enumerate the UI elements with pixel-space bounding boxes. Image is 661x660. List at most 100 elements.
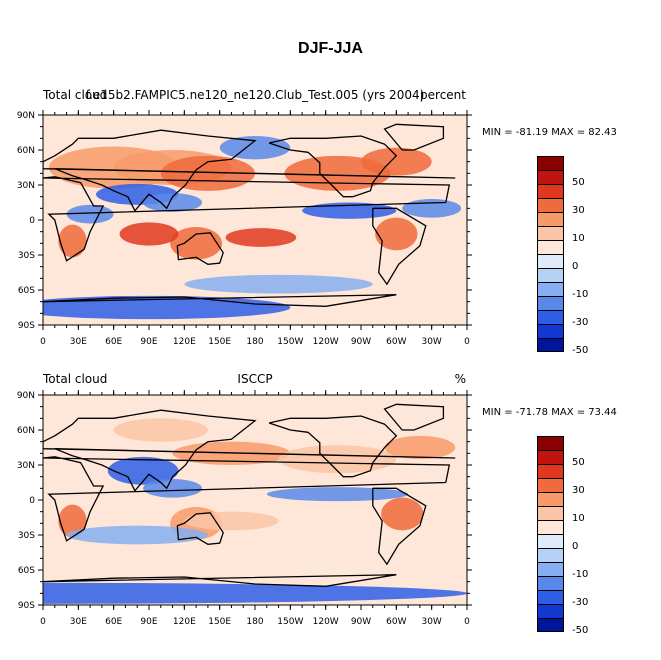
max-label: MAX = 82.43 xyxy=(551,127,617,138)
y-tick-label: 90N xyxy=(17,391,35,401)
x-tick-label: 180 xyxy=(246,337,263,347)
colorbar xyxy=(537,156,564,352)
x-tick-label: 30W xyxy=(421,337,441,347)
colorbar-label: -10 xyxy=(572,569,589,580)
x-tick-label: 90E xyxy=(140,617,157,627)
anomaly-region xyxy=(119,222,179,246)
coastline xyxy=(372,207,427,286)
anomaly-region xyxy=(66,204,114,224)
x-tick-label: 150W xyxy=(277,617,303,627)
y-tick-label: 60S xyxy=(18,286,35,296)
anomaly-region xyxy=(143,193,202,212)
map-plot: 0 30E 60E 90E 120E 150E 180 150W 120W 90W 60W 30W 09… xyxy=(17,110,472,347)
y-tick-label: 90S xyxy=(18,601,35,611)
y-tick-label: 90N xyxy=(17,111,35,121)
y-tick-label: 30S xyxy=(18,531,35,541)
y-tick-label: 90S xyxy=(18,321,35,331)
x-tick-label: 120W xyxy=(313,617,339,627)
colorbar-swatch xyxy=(537,548,564,562)
colorbar-swatch xyxy=(537,268,564,282)
map-plot: 0 30E 60E 90E 120E 150E 180 150W 120W 90W 60W 30W 09… xyxy=(17,390,472,627)
colorbar-swatch xyxy=(537,450,564,464)
anomaly-region xyxy=(184,274,373,294)
anomaly-region xyxy=(107,456,179,485)
anomaly-region xyxy=(225,228,297,247)
coastline xyxy=(43,456,451,542)
colorbar-swatch xyxy=(537,590,564,604)
anomaly-region xyxy=(402,199,462,218)
anomaly-region xyxy=(58,504,87,538)
y-tick-label: 0 xyxy=(29,216,35,226)
x-tick-label: 150E xyxy=(208,337,231,347)
coastline xyxy=(268,135,398,198)
y-tick-label: 60N xyxy=(17,146,35,156)
anomaly-region xyxy=(375,217,418,251)
colorbar-swatch xyxy=(537,436,564,450)
anomaly-region xyxy=(160,155,255,191)
panel-header-left: Total cloud xyxy=(43,372,108,386)
x-tick-label: 60E xyxy=(105,617,122,627)
colorbar-label: 0 xyxy=(572,261,579,272)
x-tick-label: 30W xyxy=(421,617,441,627)
panel-header-center: ISCCP xyxy=(237,372,273,386)
anomaly-region xyxy=(170,227,223,260)
x-tick-label: 90W xyxy=(351,337,371,347)
colorbar-swatch xyxy=(537,604,564,618)
anomaly-region xyxy=(278,445,397,474)
max-label: MAX = 73.44 xyxy=(551,407,617,418)
anomaly-region xyxy=(384,435,456,460)
colorbar-swatch xyxy=(537,478,564,492)
x-tick-label: 0 xyxy=(464,617,470,627)
colorbar-label: 10 xyxy=(572,513,585,524)
x-tick-label: 0 xyxy=(464,337,470,347)
anomaly-region xyxy=(184,511,279,531)
anomaly-region xyxy=(361,147,432,176)
colorbar-label: -10 xyxy=(572,289,589,300)
colorbar-label: 0 xyxy=(572,541,579,552)
y-tick-label: 60N xyxy=(17,426,35,436)
colorbar-label: 10 xyxy=(572,233,585,244)
colorbar xyxy=(537,436,564,632)
panel-header-center: f.e15b2.FAMPIC5.ne120_ne120.Club_Test.00… xyxy=(85,88,425,102)
x-tick-label: 150E xyxy=(208,617,231,627)
colorbar-label: 30 xyxy=(572,205,585,216)
colorbar-swatch xyxy=(537,492,564,506)
anomaly-region xyxy=(43,582,467,604)
colorbar-swatch xyxy=(537,618,564,632)
y-tick-label: 0 xyxy=(29,496,35,506)
colorbar-swatch xyxy=(537,170,564,184)
colorbar-label: 50 xyxy=(572,457,585,468)
coastline xyxy=(43,129,456,212)
anomaly-region xyxy=(381,497,424,531)
colorbar-label: -50 xyxy=(572,345,589,356)
colorbar-swatch xyxy=(537,464,564,478)
figure-title: DJF-JJA xyxy=(298,40,363,57)
x-tick-label: 60E xyxy=(105,337,122,347)
anomaly-region xyxy=(143,479,202,498)
y-tick-label: 30N xyxy=(17,181,35,191)
min-label: MIN = -81.19 xyxy=(482,127,549,138)
colorbar-swatch xyxy=(537,562,564,576)
colorbar-swatch xyxy=(537,184,564,198)
coastline xyxy=(176,232,224,265)
coastline xyxy=(43,176,451,262)
coastline xyxy=(43,409,456,492)
coastline xyxy=(383,403,445,431)
colorbar-swatch xyxy=(537,240,564,254)
x-tick-label: 120E xyxy=(173,337,196,347)
y-tick-label: 60S xyxy=(18,566,35,576)
colorbar-swatch xyxy=(537,282,564,296)
colorbar-label: -30 xyxy=(572,317,589,328)
panel-header-right: percent xyxy=(420,88,466,102)
x-tick-label: 30E xyxy=(70,337,87,347)
colorbar-swatch xyxy=(537,576,564,590)
colorbar-swatch xyxy=(537,156,564,170)
x-tick-label: 150W xyxy=(277,337,303,347)
coastline xyxy=(383,123,445,151)
anomaly-region xyxy=(266,487,409,502)
colorbar-label: -30 xyxy=(572,597,589,608)
anomaly-region xyxy=(184,563,373,577)
colorbar-swatch xyxy=(537,338,564,352)
y-tick-label: 30N xyxy=(17,461,35,471)
coastline xyxy=(43,574,397,587)
